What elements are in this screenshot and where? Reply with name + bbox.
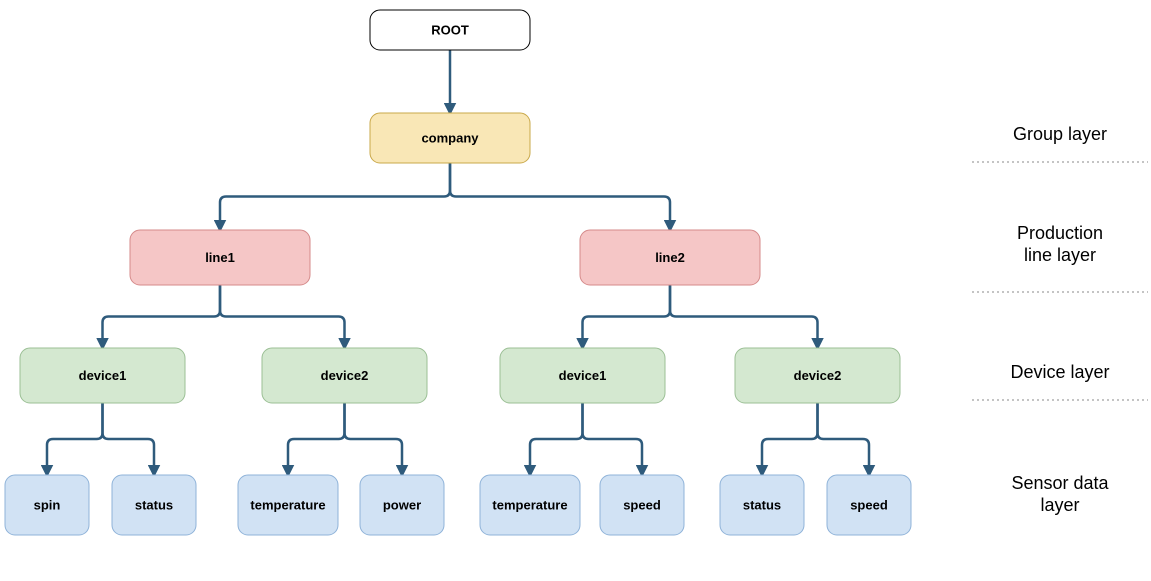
- edge-line1-l1d2: [220, 285, 345, 348]
- layer-labels: Group layer Productionline layer Device la…: [972, 124, 1148, 515]
- node-label-root: ROOT: [431, 22, 469, 37]
- layer-label-3: Sensor datalayer: [1011, 473, 1109, 515]
- node-line1: line1: [130, 230, 310, 285]
- node-s_speed1: speed: [600, 475, 684, 535]
- tree-diagram: ROOT company line1 line2 device1 device2 devic…: [0, 0, 1151, 581]
- edge-l1d2-s_temp1: [288, 403, 345, 475]
- node-label-s_speed1: speed: [623, 497, 661, 512]
- node-label-s_speed2: speed: [850, 497, 888, 512]
- node-label-line2: line2: [655, 250, 685, 265]
- edge-company-line1: [220, 163, 450, 230]
- node-s_temp2: temperature: [480, 475, 580, 535]
- node-s_stat1: status: [112, 475, 196, 535]
- edge-l1d2-s_power: [345, 403, 403, 475]
- node-s_temp1: temperature: [238, 475, 338, 535]
- layer-label-0: Group layer: [1013, 124, 1107, 144]
- node-label-s_power: power: [383, 497, 421, 512]
- node-s_spin: spin: [5, 475, 89, 535]
- node-s_speed2: speed: [827, 475, 911, 535]
- node-label-s_temp2: temperature: [492, 497, 567, 512]
- node-l2d1: device1: [500, 348, 665, 403]
- node-l2d2: device2: [735, 348, 900, 403]
- layer-label-2: Device layer: [1010, 362, 1109, 382]
- node-label-s_spin: spin: [34, 497, 61, 512]
- node-l1d1: device1: [20, 348, 185, 403]
- node-label-l2d2: device2: [794, 368, 842, 383]
- edge-l1d1-s_stat1: [103, 403, 155, 475]
- edge-l2d1-s_temp2: [530, 403, 583, 475]
- edge-l2d1-s_speed1: [583, 403, 643, 475]
- layer-label-1: Productionline layer: [1017, 223, 1103, 265]
- edge-company-line2: [450, 163, 670, 230]
- edge-l2d2-s_stat2: [762, 403, 818, 475]
- node-label-company: company: [421, 130, 479, 145]
- nodes: ROOT company line1 line2 device1 device2 devic…: [5, 10, 911, 535]
- node-label-line1: line1: [205, 250, 235, 265]
- node-label-s_stat2: status: [743, 497, 781, 512]
- node-label-l1d2: device2: [321, 368, 369, 383]
- edge-l1d1-s_spin: [47, 403, 103, 475]
- node-s_power: power: [360, 475, 444, 535]
- node-company: company: [370, 113, 530, 163]
- node-label-s_stat1: status: [135, 497, 173, 512]
- node-line2: line2: [580, 230, 760, 285]
- edge-line1-l1d1: [103, 285, 221, 348]
- node-root: ROOT: [370, 10, 530, 50]
- node-label-l1d1: device1: [79, 368, 127, 383]
- node-label-l2d1: device1: [559, 368, 607, 383]
- edge-line2-l2d2: [670, 285, 818, 348]
- edge-l2d2-s_speed2: [818, 403, 870, 475]
- node-s_stat2: status: [720, 475, 804, 535]
- node-label-s_temp1: temperature: [250, 497, 325, 512]
- edge-line2-l2d1: [583, 285, 671, 348]
- node-l1d2: device2: [262, 348, 427, 403]
